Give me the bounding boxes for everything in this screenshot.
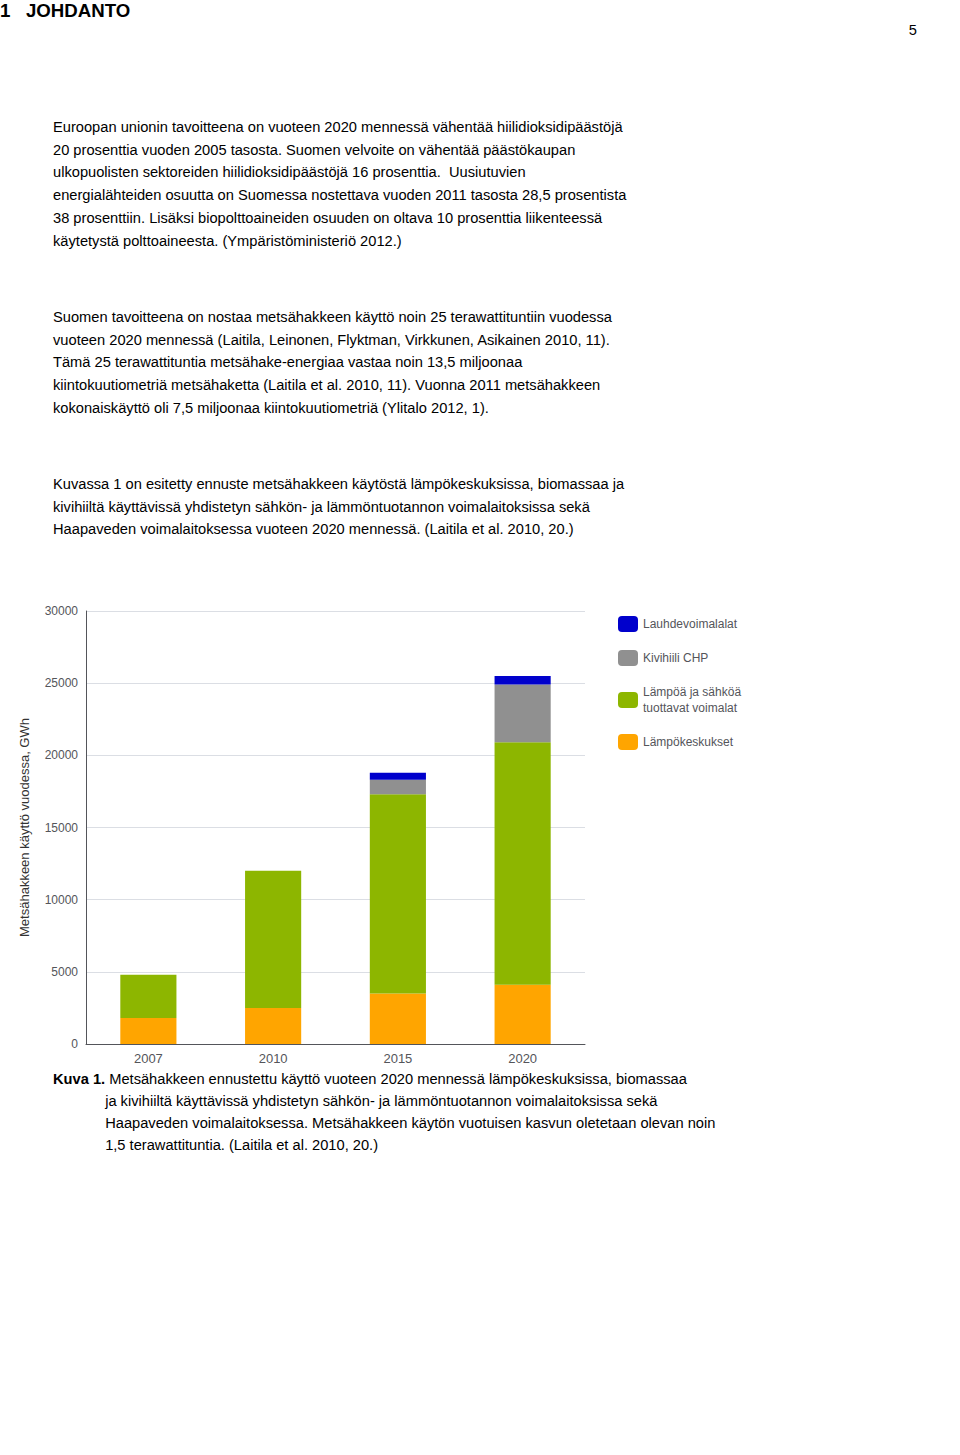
svg-text:20000: 20000: [45, 748, 79, 762]
svg-text:Kivihiili CHP: Kivihiili CHP: [643, 651, 708, 665]
html-text:Euroopan unionin tavoitteena o: Euroopan unionin tavoitteena on vuoteen …: [53, 119, 627, 249]
svg-text:Lämpöä ja sähköä: Lämpöä ja sähköä: [643, 685, 741, 699]
svg-text:2007: 2007: [134, 1051, 163, 1065]
svg-text:10000: 10000: [45, 893, 79, 907]
svg-text:2020: 2020: [508, 1051, 537, 1065]
html-text:Suomen tavoitteena on nostaa m: Suomen tavoitteena on nostaa metsähakkee…: [53, 309, 612, 416]
svg-text:2010: 2010: [259, 1051, 288, 1065]
svg-text:tuottavat voimalat: tuottavat voimalat: [643, 701, 738, 715]
svg-text:15000: 15000: [45, 821, 79, 835]
svg-text:Lauhdevoimalalat: Lauhdevoimalalat: [643, 617, 738, 631]
svg-text:30000: 30000: [45, 604, 79, 618]
html-text:5: 5: [908, 22, 917, 38]
svg-text:0: 0: [71, 1037, 78, 1051]
svg-text:5000: 5000: [51, 965, 78, 979]
svg-text:25000: 25000: [45, 676, 79, 690]
html-text:Kuva 1. Metsähakkeen ennustett: Kuva 1. Metsähakkeen ennustettu käyttö v…: [53, 1071, 716, 1153]
html-text:1 JOHDANTO: 1 JOHDANTO: [0, 0, 131, 21]
svg-text:Metsähakkeen käyttö vuodessa,: Metsähakkeen käyttö vuodessa, GWh: [17, 718, 32, 937]
svg-text:2015: 2015: [383, 1051, 412, 1065]
html-text:Kuvassa 1 on esitetty ennuste: Kuvassa 1 on esitetty ennuste metsähakke…: [53, 476, 625, 538]
svg-text:Lämpökeskukset: Lämpökeskukset: [643, 735, 734, 749]
